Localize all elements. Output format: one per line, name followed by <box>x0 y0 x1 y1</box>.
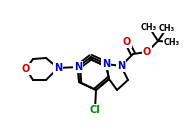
Text: CH₃: CH₃ <box>159 23 175 33</box>
Text: O: O <box>123 37 131 47</box>
Text: O: O <box>143 47 151 57</box>
Text: N: N <box>117 61 125 71</box>
Text: N: N <box>54 63 62 73</box>
Text: N: N <box>74 62 82 72</box>
Text: Cl: Cl <box>90 105 100 115</box>
Text: N: N <box>102 59 110 69</box>
Text: O: O <box>22 64 30 74</box>
Text: CH₃: CH₃ <box>164 38 180 47</box>
Text: CH₃: CH₃ <box>141 23 157 32</box>
